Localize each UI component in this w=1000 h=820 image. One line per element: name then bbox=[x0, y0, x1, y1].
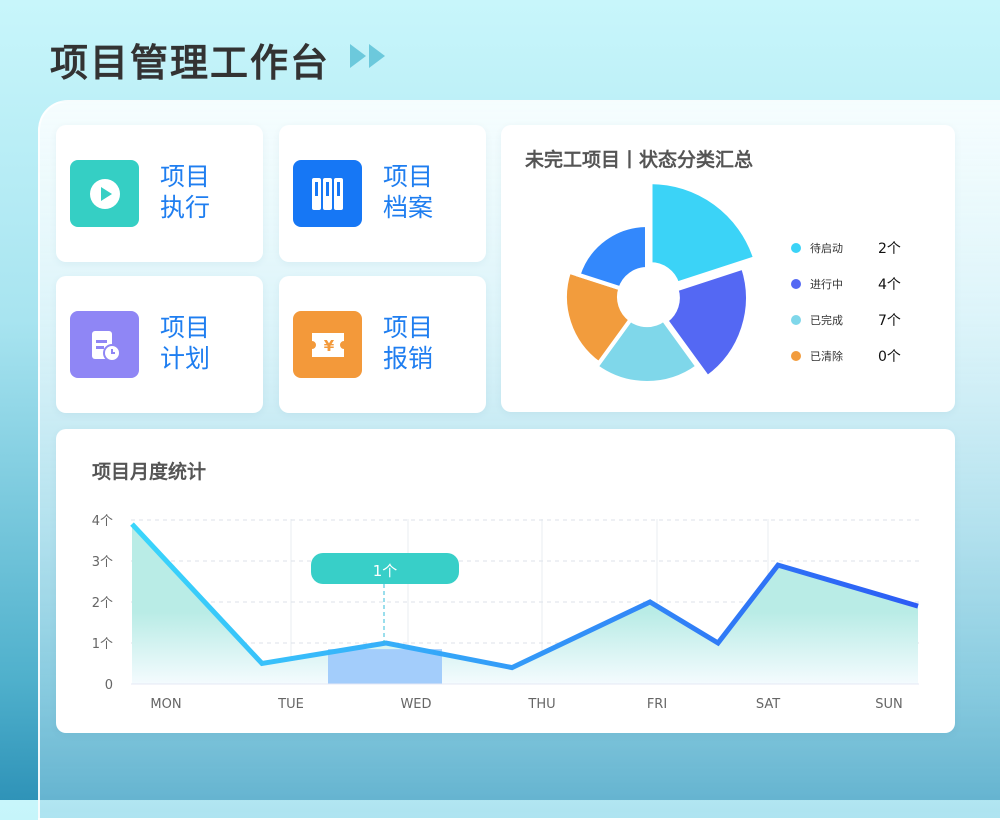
tile-label: 项目 bbox=[160, 162, 211, 191]
legend-item: 待启动 2个 bbox=[791, 240, 901, 257]
archive-icon bbox=[293, 160, 362, 227]
reimburse-icon: ¥ bbox=[293, 311, 362, 378]
x-tick-label: MON bbox=[150, 697, 181, 712]
x-tick-label: SUN bbox=[875, 697, 903, 712]
pie-slice bbox=[663, 265, 750, 380]
legend-item: 进行中 4个 bbox=[791, 276, 901, 293]
tile-plan[interactable]: 项目 计划 bbox=[56, 276, 263, 413]
tile-label: 报销 bbox=[383, 344, 434, 373]
legend-item: 已完成 7个 bbox=[791, 312, 901, 329]
pie-slice bbox=[593, 316, 701, 385]
legend-item: 已清除 0个 bbox=[791, 348, 901, 365]
tooltip-text: 1个 bbox=[373, 562, 398, 580]
status-summary-card: 未完工项目丨状态分类汇总 待启动 2个 进行中 4个 已完成 7个 已清除 0个 bbox=[501, 125, 955, 412]
x-tick-label: SAT bbox=[756, 697, 780, 712]
pie-slice bbox=[648, 180, 758, 287]
tooltip-box bbox=[311, 553, 459, 584]
tile-label: 执行 bbox=[160, 193, 211, 222]
y-tick-label: 0 bbox=[105, 678, 113, 693]
svg-text:¥: ¥ bbox=[323, 337, 334, 355]
monthly-stats-card: 项目月度统计 0 1个 2个 3个 4个 MON TUE WED THU FRI SAT SUN 1个 bbox=[56, 429, 955, 733]
x-tick-label: TUE bbox=[277, 697, 304, 712]
play-icon bbox=[70, 160, 139, 227]
y-tick-label: 1个 bbox=[92, 637, 113, 652]
tile-label: 档案 bbox=[383, 193, 434, 222]
line-chart: 0 1个 2个 3个 4个 MON TUE WED THU FRI SAT SUN 1个 bbox=[92, 514, 919, 712]
y-tick-label: 3个 bbox=[92, 555, 113, 570]
tile-execute[interactable]: 项目 执行 bbox=[56, 125, 263, 262]
series-line bbox=[130, 522, 919, 671]
x-tick-label: WED bbox=[400, 697, 431, 712]
tile-label: 项目 bbox=[383, 313, 434, 342]
pie-title: 未完工项目丨状态分类汇总 bbox=[525, 149, 754, 171]
tile-reimburse[interactable]: ¥ 项目 报销 bbox=[279, 276, 486, 413]
y-tick-label: 4个 bbox=[92, 514, 113, 529]
x-tick-label: THU bbox=[527, 697, 555, 712]
tile-label: 计划 bbox=[160, 344, 211, 373]
plan-icon bbox=[70, 311, 139, 378]
x-tick-label: FRI bbox=[647, 697, 667, 712]
tile-archive[interactable]: 项目 档案 bbox=[279, 125, 486, 262]
tile-label: 项目 bbox=[383, 162, 434, 191]
pie-hole bbox=[619, 269, 675, 325]
y-tick-label: 2个 bbox=[92, 596, 113, 611]
tile-label: 项目 bbox=[160, 313, 211, 342]
page-title: 项目管理工作台 bbox=[50, 41, 331, 85]
hover-bar bbox=[328, 649, 442, 684]
rose-pie-chart bbox=[563, 180, 758, 385]
chart-title: 项目月度统计 bbox=[92, 461, 207, 483]
arrows-icon bbox=[350, 44, 388, 68]
area-fill bbox=[132, 524, 918, 684]
